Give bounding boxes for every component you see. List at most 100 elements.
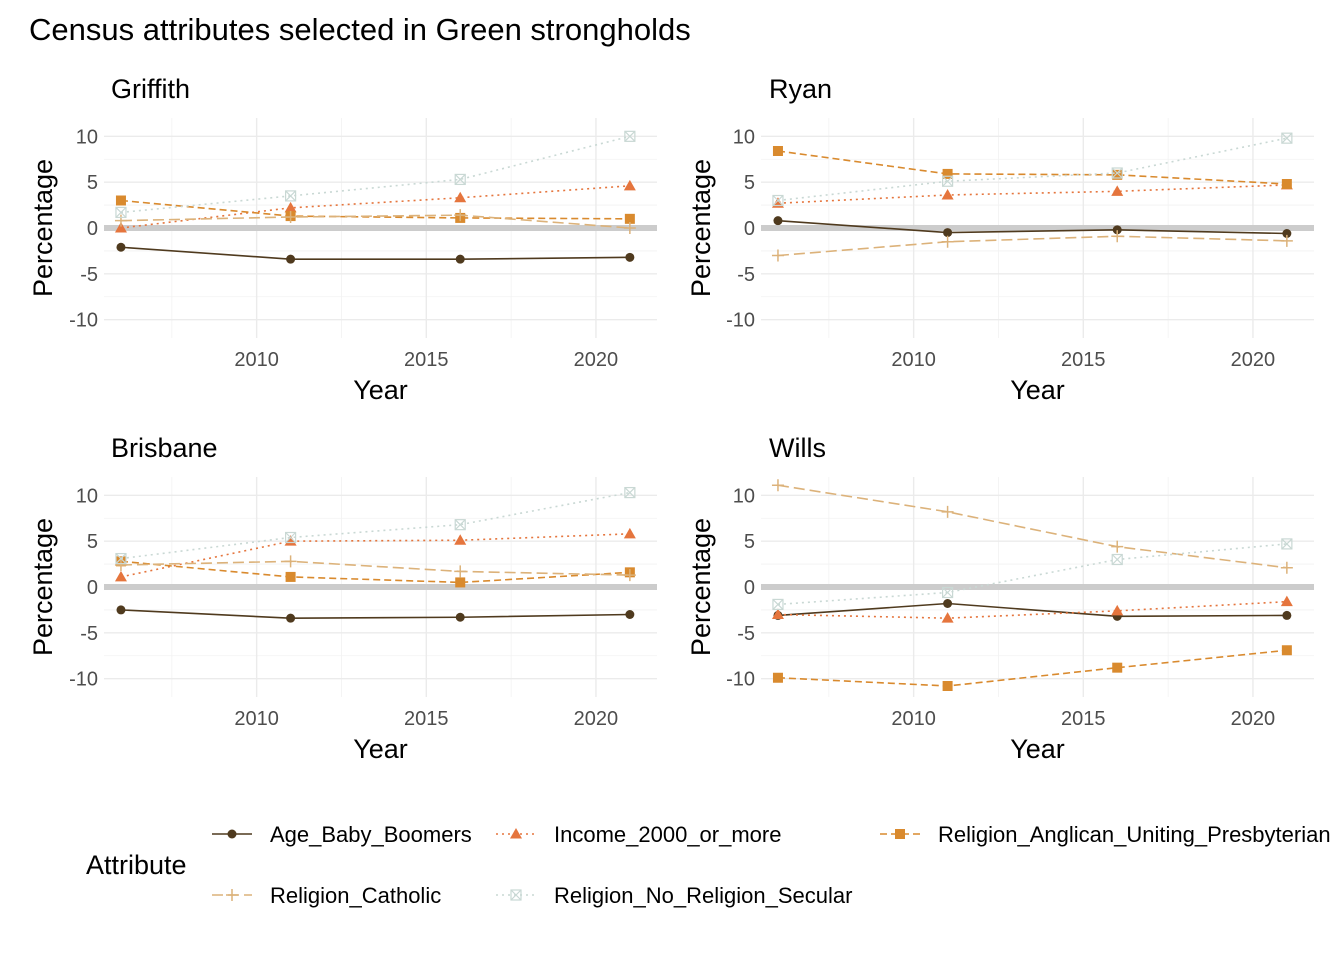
y-tick-label: -10 [726,669,755,691]
data-point-religion-catholic [114,559,127,571]
data-point-religion-no-religion-secular [115,552,127,565]
legend-label: Religion_Anglican_Uniting_Presbyterian [938,822,1331,847]
data-point-age-baby-boomers [116,605,126,615]
x-tick-label: 2015 [1061,708,1106,730]
data-point-religion-no-religion-secular [454,173,466,186]
data-point-religion-catholic [284,211,297,223]
y-tick-label: 10 [76,485,98,507]
data-point-income-2000-or-more [1111,604,1124,616]
series-religion-no-religion-secular [772,538,1293,611]
x-tick-label: 2015 [404,708,449,730]
data-point-age-baby-boomers [773,216,783,226]
data-point-income-2000-or-more [941,612,954,623]
series-age-baby-boomers [116,242,635,264]
facet-panels: -10 -5 0 5 10 2010 2015 2020 Year Percentage Griff… [28,74,1314,764]
data-point-age-baby-boomers [286,613,296,623]
y-tick-label: 0 [744,218,755,240]
data-point-religion-no-religion-secular [1281,538,1293,550]
data-point-income-2000-or-more [454,191,467,203]
series-line-age-baby-boomers [777,602,1287,618]
data-point-religion-catholic [771,249,784,262]
series-line-religion-catholic [120,560,630,576]
data-point-religion-catholic [454,565,467,578]
data-point-religion-catholic [1111,230,1124,243]
y-axis-label: Percentage [686,159,716,297]
data-point-religion-no-religion-secular [941,586,954,599]
panel-title: Griffith [111,74,190,104]
data-point-religion-anglican-uniting-presbyterian [1281,645,1292,656]
panel-brisbane: -10 -5 0 5 10 2010 2015 2020 Year Percentage Brisb… [28,433,657,764]
series-line-income-2000-or-more [120,185,630,229]
y-tick-label: -5 [737,623,755,645]
legend-key-marker [226,889,238,901]
data-point-age-baby-boomers [455,612,465,622]
data-point-religion-catholic [1280,234,1293,247]
series-line-age-baby-boomers [120,246,630,260]
x-tick-label: 2010 [234,349,279,371]
data-point-religion-catholic [454,209,467,222]
series-line-religion-anglican-uniting-presbyterian [777,150,1287,185]
series-religion-catholic [114,209,636,234]
legend-label: Religion_Catholic [270,883,441,908]
data-point-religion-catholic [284,555,297,568]
legend-label: Religion_No_Religion_Secular [554,883,852,908]
y-tick-label: -5 [80,264,98,286]
series-line-religion-catholic [777,235,1287,257]
x-axis-label: Year [1010,734,1065,764]
y-tick-label: 5 [744,531,755,553]
data-point-religion-anglican-uniting-presbyterian [772,146,783,156]
y-tick-label: -10 [69,310,98,332]
data-point-income-2000-or-more [1111,185,1124,196]
legend-item-age-baby-boomers: Age_Baby_Boomers [212,822,472,847]
x-tick-label: 2015 [1061,349,1106,371]
y-tick-label: 0 [87,218,98,240]
data-point-religion-catholic [623,222,636,234]
legend-item-religion-anglican-uniting-presbyterian: Religion_Anglican_Uniting_Presbyterian [880,822,1331,847]
series-line-religion-no-religion-secular [120,491,631,560]
data-point-religion-no-religion-secular [284,190,297,202]
data-point-income-2000-or-more [454,534,467,545]
x-tick-label: 2015 [404,349,449,371]
legend: Attribute Age_Baby_Boomers Income_2000_or… [86,822,1331,908]
x-axis-label: Year [353,734,408,764]
y-tick-label: 10 [733,126,755,148]
data-point-income-2000-or-more [623,179,636,191]
series-line-religion-no-religion-secular [777,137,1288,202]
series-age-baby-boomers [116,605,635,623]
data-point-age-baby-boomers [1282,610,1292,620]
y-tick-label: -10 [69,669,98,691]
data-point-religion-catholic [1280,561,1293,574]
data-point-religion-no-religion-secular [284,531,297,544]
panel-wills: -10 -5 0 5 10 2010 2015 2020 Year Percentage Wills [686,433,1314,764]
data-point-religion-no-religion-secular [1281,132,1293,144]
data-point-age-baby-boomers [625,610,635,619]
x-tick-label: 2010 [891,708,936,730]
y-tick-label: 0 [87,577,98,599]
data-point-religion-no-religion-secular [941,175,954,187]
data-point-age-baby-boomers [455,254,465,264]
series-income-2000-or-more [114,179,636,233]
data-point-religion-anglican-uniting-presbyterian [455,577,466,588]
series-line-age-baby-boomers [120,609,630,619]
series-line-income-2000-or-more [777,184,1287,205]
data-point-religion-no-religion-secular [624,486,636,499]
legend-key-marker [510,828,522,839]
data-point-age-baby-boomers [1112,225,1122,235]
legend-title: Attribute [86,850,187,880]
series-line-religion-anglican-uniting-presbyterian [120,560,630,584]
series-line-religion-catholic [120,214,630,229]
series-religion-no-religion-secular [115,486,636,565]
panel-ryan: -10 -5 0 5 10 2010 2015 2020 Year Percentage Ryan [686,74,1314,405]
data-point-religion-catholic [771,479,784,492]
data-point-income-2000-or-more [284,201,297,213]
x-axis-label: Year [1010,375,1065,405]
data-point-age-baby-boomers [943,228,953,238]
data-point-religion-anglican-uniting-presbyterian [942,168,953,179]
data-point-religion-anglican-uniting-presbyterian [942,681,953,691]
data-point-religion-anglican-uniting-presbyterian [624,213,635,224]
data-point-religion-no-religion-secular [772,194,784,207]
x-tick-label: 2020 [574,349,619,371]
legend-key-marker [510,889,522,901]
x-tick-label: 2020 [1231,708,1276,730]
y-axis-label: Percentage [686,518,716,656]
